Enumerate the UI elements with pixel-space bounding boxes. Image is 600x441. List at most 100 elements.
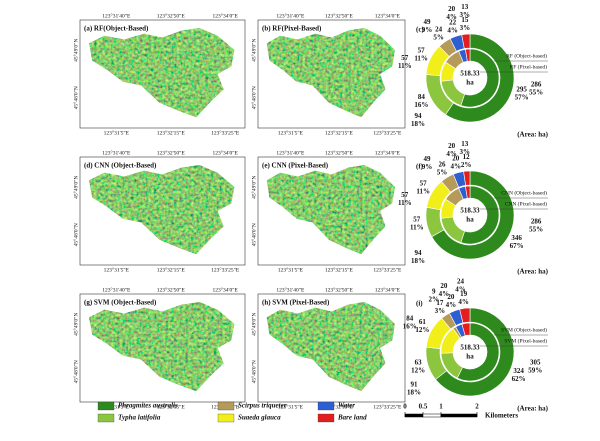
area-label: 17 xyxy=(436,299,444,307)
percent-label: 67% xyxy=(510,242,524,250)
area-label: 63 xyxy=(415,359,423,367)
legend-swatch xyxy=(317,401,335,411)
lat-tick: 45°48'0"N xyxy=(72,360,79,383)
area-label: 13 xyxy=(461,3,469,11)
center-unit: ha xyxy=(466,79,474,87)
percent-label: 16% xyxy=(414,101,428,109)
area-note: (Area: ha) xyxy=(517,268,548,276)
lon-tick: 123°31'40"E xyxy=(102,286,131,293)
area-label: 84 xyxy=(406,314,414,322)
percent-label: 55% xyxy=(529,225,543,233)
scale-tick: 0 xyxy=(403,403,407,411)
percent-label: 4% xyxy=(447,27,458,35)
area-label: 57 xyxy=(401,54,409,62)
lon-tick: 123°33'25"E xyxy=(211,129,240,136)
area-label: 57 xyxy=(413,216,421,224)
percent-label: 4% xyxy=(455,285,466,293)
panel-label: (e) CNN (Pixel-Based) xyxy=(262,162,329,170)
percent-label: 3% xyxy=(459,11,470,19)
lon-tick: 123°34'0"E xyxy=(213,286,239,293)
lon-tick: 123°34'0"E xyxy=(375,286,401,293)
area-label: 94 xyxy=(414,249,422,257)
lat-tick: 45°49'0"N xyxy=(72,313,79,336)
donut-segment xyxy=(463,170,471,186)
donut-segment xyxy=(435,307,515,397)
lat-tick: 45°49'0"N xyxy=(72,176,79,199)
percent-label: 4% xyxy=(458,298,469,306)
lon-tick: 123°33'25"E xyxy=(211,266,240,273)
area-label: 57 xyxy=(420,180,428,188)
area-label: 26 xyxy=(438,160,446,168)
percent-label: 4% xyxy=(446,301,457,309)
panel-label: (a) RF(Object-Based) xyxy=(84,25,149,33)
percent-label: 11% xyxy=(414,55,428,63)
area-label: 286 xyxy=(531,217,542,225)
scale-segment xyxy=(440,413,478,418)
donut-label: (f) xyxy=(416,163,424,171)
panel-label: (d) CNN (Object-Based) xyxy=(84,162,157,170)
lon-tick: 123°32'50"E xyxy=(325,286,354,293)
ring-name: CNN (Object-based) xyxy=(501,189,547,196)
area-label: 20 xyxy=(447,293,455,301)
lon-tick: 123°31'5"E xyxy=(104,266,130,273)
area-label: 20 xyxy=(448,5,456,13)
lat-tick: 45°48'0"N xyxy=(250,86,257,109)
lat-tick: 45°49'0"N xyxy=(250,39,257,62)
ring-name: CNN (Pixel-based) xyxy=(505,200,547,207)
area-label: 12 xyxy=(463,153,471,161)
donut-segment xyxy=(461,33,471,49)
area-label: 24 xyxy=(457,277,465,285)
percent-label: 12% xyxy=(415,326,429,334)
lon-tick: 123°32'50"E xyxy=(157,286,186,293)
lon-tick: 123°32'15"E xyxy=(325,129,354,136)
percent-label: 3% xyxy=(460,24,471,32)
donut-segment xyxy=(445,33,515,123)
legend-label: Suaeda glauca xyxy=(238,414,281,422)
lon-tick: 123°33'25"E xyxy=(373,129,402,136)
lon-tick: 123°34'0"E xyxy=(213,149,239,156)
scale-segment xyxy=(404,413,424,418)
area-label: 305 xyxy=(530,359,541,367)
lon-tick: 123°34'0"E xyxy=(375,12,401,19)
lon-tick: 123°31'5"E xyxy=(278,403,304,410)
lon-tick: 123°31'40"E xyxy=(102,12,131,19)
scale-unit: Kilometers xyxy=(485,412,518,420)
donut-segment xyxy=(460,48,500,108)
area-label: 24 xyxy=(435,26,443,34)
area-label: 346 xyxy=(511,234,522,242)
legend-swatch xyxy=(217,401,235,411)
ring-name: SVM (Object-based) xyxy=(501,326,547,333)
area-label: 49 xyxy=(424,155,432,163)
percent-label: 55% xyxy=(529,88,543,96)
percent-label: 3% xyxy=(435,307,446,315)
center-value: 518.33 xyxy=(460,344,480,352)
center-value: 518.33 xyxy=(460,70,480,78)
lon-tick: 123°31'5"E xyxy=(278,266,304,273)
center-unit: ha xyxy=(466,216,474,224)
lat-tick: 45°48'0"N xyxy=(250,223,257,246)
center-value: 518.33 xyxy=(460,207,480,215)
legend-swatch xyxy=(317,413,335,423)
percent-label: 62% xyxy=(512,375,526,383)
percent-label: 12% xyxy=(411,367,425,375)
percent-label: 11% xyxy=(416,188,430,196)
area-label: 19 xyxy=(460,290,468,298)
lon-tick: 123°32'50"E xyxy=(157,12,186,19)
donut-segment xyxy=(460,185,500,245)
area-label: 22 xyxy=(449,19,457,27)
donut-label: (c) xyxy=(416,26,424,34)
scale-segment xyxy=(422,413,442,418)
legend-label: Scirpus triqueter xyxy=(238,402,287,410)
percent-label: 4% xyxy=(446,13,457,21)
percent-label: 9% xyxy=(422,26,433,34)
percent-label: 3% xyxy=(459,148,470,156)
legend-swatch xyxy=(217,413,235,423)
lon-tick: 123°33'25"E xyxy=(373,403,402,410)
percent-label: 5% xyxy=(437,168,448,176)
scale-tick: 0.5 xyxy=(419,403,428,411)
area-label: 94 xyxy=(414,112,422,120)
lon-tick: 123°32'15"E xyxy=(157,129,186,136)
percent-label: 2% xyxy=(428,295,439,303)
center-unit: ha xyxy=(466,353,474,361)
